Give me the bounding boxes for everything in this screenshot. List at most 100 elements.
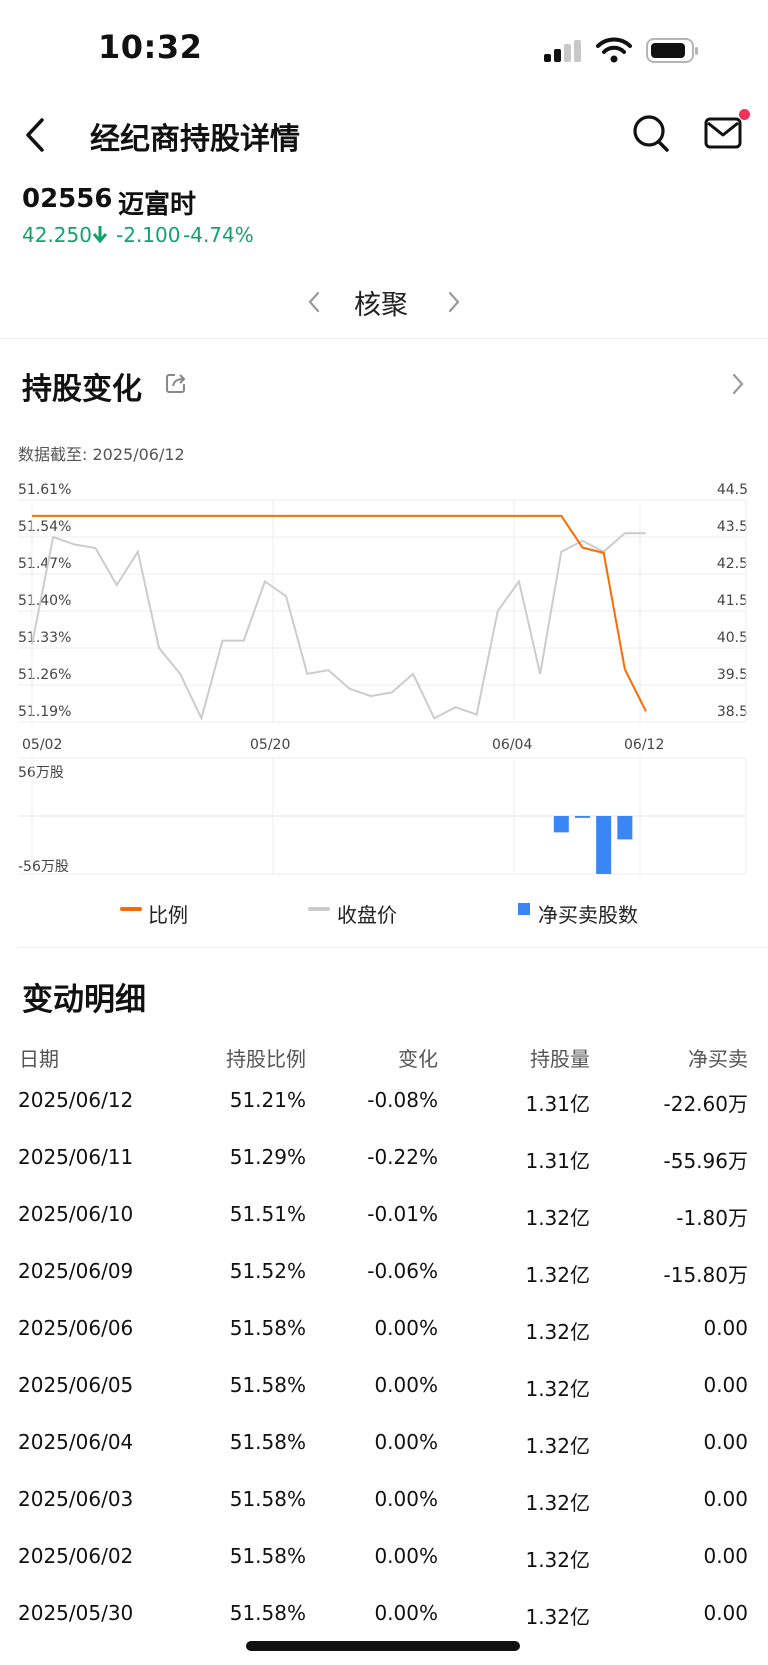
cell-change: 0.00% — [374, 1544, 438, 1568]
cell-date: 2025/06/03 — [18, 1487, 134, 1511]
broker-prev-button[interactable] — [304, 289, 324, 315]
legend-ratio: 比例 — [148, 903, 188, 927]
cell-shares: 1.32亿 — [525, 1263, 590, 1287]
cell-net: 0.00 — [703, 1601, 748, 1625]
left-axis-tick: 51.40% — [18, 593, 72, 609]
cell-change: -0.08% — [367, 1088, 438, 1112]
details-title: 变动明细 — [22, 982, 146, 1018]
net-trade-bar — [617, 816, 633, 840]
cellular-signal-icon — [544, 40, 581, 62]
cell-date: 2025/06/10 — [18, 1202, 134, 1226]
col-header-date: 日期 — [19, 1047, 59, 1071]
cell-net: -1.80万 — [676, 1206, 748, 1230]
right-axis-tick: 41.5 — [716, 593, 748, 609]
cell-ratio: 51.58% — [229, 1373, 306, 1397]
right-axis-tick: 44.5 — [716, 482, 748, 498]
left-axis-tick: 51.54% — [18, 519, 72, 535]
net-trade-bar — [574, 816, 590, 818]
left-axis-tick: 51.61% — [18, 482, 72, 498]
cell-shares: 1.32亿 — [525, 1605, 590, 1629]
cell-net: -22.60万 — [663, 1092, 748, 1116]
back-button[interactable] — [16, 112, 56, 158]
right-axis-tick: 43.5 — [716, 519, 748, 535]
cell-ratio: 51.21% — [229, 1088, 306, 1112]
net-trade-bar — [553, 816, 569, 833]
cell-ratio: 51.58% — [229, 1487, 306, 1511]
cell-shares: 1.31亿 — [525, 1149, 590, 1173]
section-title: 持股变化 — [22, 372, 142, 407]
cell-shares: 1.32亿 — [525, 1206, 590, 1230]
cell-net: 0.00 — [703, 1544, 748, 1568]
battery-icon — [646, 38, 698, 63]
cell-ratio: 51.51% — [229, 1202, 306, 1226]
left-axis-tick: 51.26% — [18, 667, 72, 683]
cell-net: -15.80万 — [663, 1263, 748, 1287]
cell-shares: 1.32亿 — [525, 1377, 590, 1401]
right-axis-tick: 42.5 — [716, 556, 748, 572]
left-axis-tick: 51.19% — [18, 704, 72, 720]
cell-change: 0.00% — [374, 1601, 438, 1625]
divider — [18, 947, 768, 948]
cell-change: -0.06% — [367, 1259, 438, 1283]
mail-icon — [704, 117, 742, 149]
cell-change: 0.00% — [374, 1487, 438, 1511]
stock-price: 42.250 — [22, 223, 92, 247]
col-header-ratio: 持股比例 — [226, 1047, 306, 1071]
close-price-line — [31, 532, 646, 722]
status-time: 10:32 — [98, 28, 203, 66]
stock-code: 02556 — [22, 184, 113, 214]
cell-change: 0.00% — [374, 1316, 438, 1340]
cell-net: 0.00 — [703, 1430, 748, 1454]
cell-change: -0.22% — [367, 1145, 438, 1169]
mail-button[interactable] — [704, 109, 750, 154]
cell-date: 2025/06/02 — [18, 1544, 134, 1568]
broker-name: 核聚 — [354, 290, 408, 321]
cell-change: -0.01% — [367, 1202, 438, 1226]
stock-name: 迈富时 — [118, 190, 197, 220]
net-trade-bar — [596, 816, 612, 874]
home-indicator — [246, 1641, 520, 1651]
legend-close: 收盘价 — [337, 903, 397, 927]
cell-shares: 1.32亿 — [525, 1548, 590, 1572]
wifi-icon — [596, 37, 632, 63]
chevron-right-icon[interactable] — [730, 372, 746, 396]
cell-change: 0.00% — [374, 1373, 438, 1397]
notification-dot — [739, 109, 750, 120]
stock-change: -2.100 — [116, 223, 181, 247]
legend-ratio-swatch — [120, 907, 142, 911]
cell-change: 0.00% — [374, 1430, 438, 1454]
share-icon[interactable] — [165, 372, 187, 394]
cell-ratio: 51.29% — [229, 1145, 306, 1169]
right-axis-tick: 38.5 — [716, 704, 748, 720]
cell-date: 2025/06/05 — [18, 1373, 134, 1397]
page-title: 经纪商持股详情 — [90, 122, 300, 157]
cell-date: 2025/05/30 — [18, 1601, 134, 1625]
cell-shares: 1.32亿 — [525, 1491, 590, 1515]
cell-shares: 1.31亿 — [525, 1092, 590, 1116]
holding-chart[interactable] — [0, 470, 768, 880]
divider — [0, 338, 768, 339]
cell-date: 2025/06/11 — [18, 1145, 134, 1169]
x-axis-tick: 06/12 — [624, 737, 665, 753]
col-header-net: 净买卖 — [688, 1047, 748, 1071]
cell-ratio: 51.58% — [229, 1601, 306, 1625]
broker-next-button[interactable] — [444, 289, 464, 315]
arrow-down-icon — [92, 226, 108, 244]
cell-shares: 1.32亿 — [525, 1320, 590, 1344]
cell-date: 2025/06/09 — [18, 1259, 134, 1283]
x-axis-tick: 05/20 — [250, 737, 291, 753]
x-axis-tick: 05/02 — [22, 737, 63, 753]
cell-ratio: 51.58% — [229, 1316, 306, 1340]
col-header-shares: 持股量 — [530, 1047, 590, 1071]
search-icon[interactable] — [632, 114, 670, 154]
cell-net: -55.96万 — [663, 1149, 748, 1173]
cell-ratio: 51.58% — [229, 1430, 306, 1454]
x-axis-tick: 06/04 — [492, 737, 533, 753]
left-axis-tick: 51.33% — [18, 630, 72, 646]
data-date: 数据截至: 2025/06/12 — [18, 445, 185, 464]
bar-axis-top-label: 56万股 — [18, 765, 64, 781]
legend-net-swatch — [518, 903, 530, 915]
stock-change-pct: -4.74% — [183, 223, 254, 247]
legend-close-swatch — [308, 907, 330, 911]
cell-date: 2025/06/12 — [18, 1088, 134, 1112]
